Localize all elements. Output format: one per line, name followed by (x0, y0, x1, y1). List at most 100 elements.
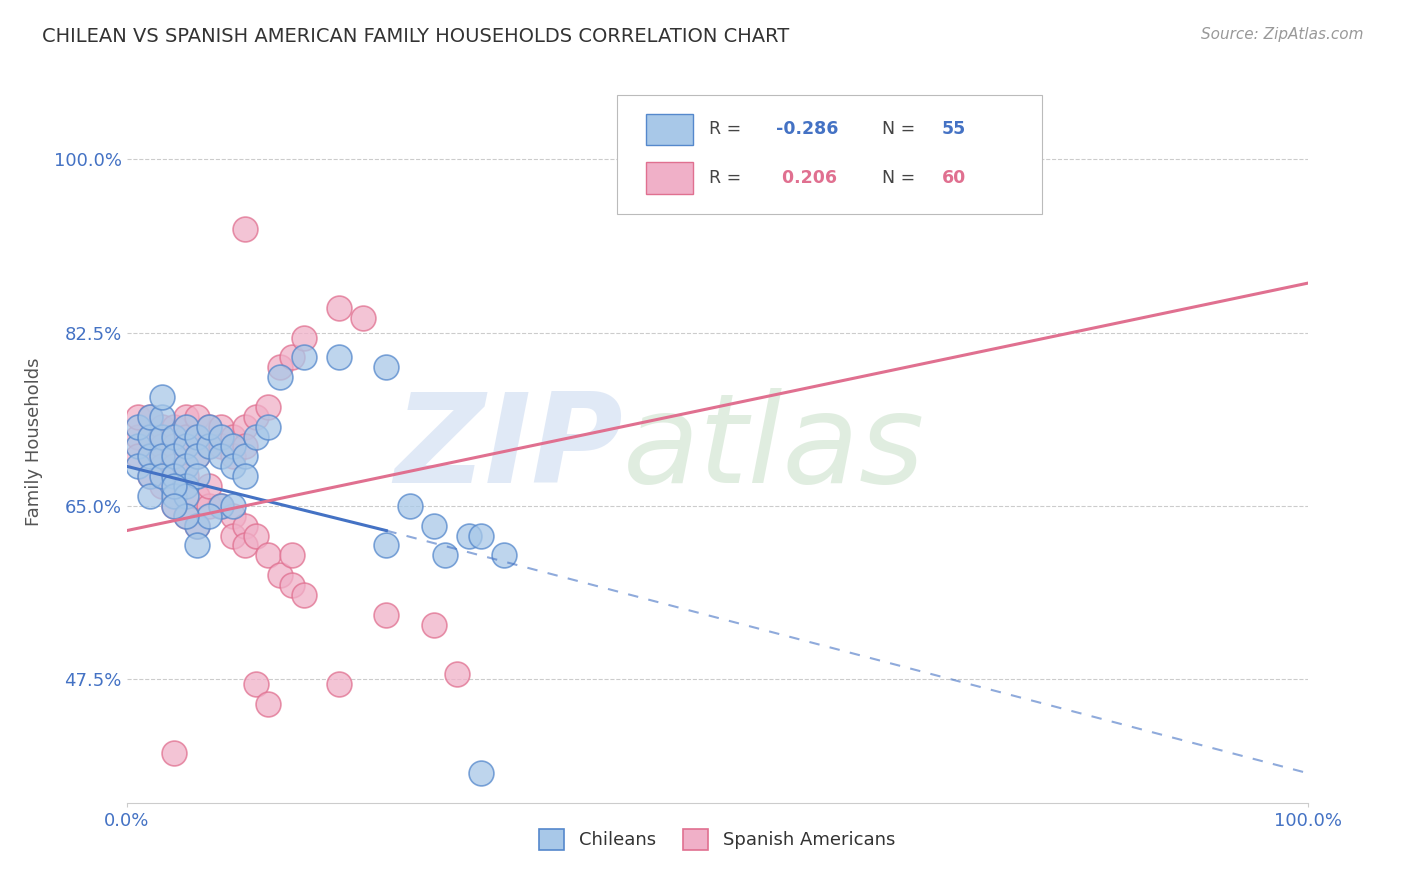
Point (174, 489, 197, 503)
Point (257, 697, 280, 711)
Point (174, 479, 197, 493)
Point (209, 450, 232, 464)
Point (434, 549, 457, 563)
Text: 60: 60 (942, 169, 966, 186)
Point (245, 528, 267, 542)
Point (150, 429, 173, 443)
Point (163, 499, 186, 513)
Point (281, 578, 304, 592)
Text: atlas: atlas (623, 388, 925, 509)
Point (257, 549, 280, 563)
Point (233, 518, 256, 533)
Point (209, 429, 232, 443)
Point (222, 508, 245, 523)
Point (186, 450, 208, 464)
Point (222, 450, 245, 464)
Point (422, 617, 444, 632)
Point (186, 518, 208, 533)
Point (139, 489, 162, 503)
Point (163, 429, 186, 443)
Y-axis label: Family Households: Family Households (24, 358, 42, 525)
Point (150, 440, 173, 454)
Text: 0.206: 0.206 (776, 169, 837, 186)
Point (209, 499, 232, 513)
Point (174, 508, 197, 523)
Point (150, 469, 173, 483)
Point (127, 409, 149, 424)
Point (186, 429, 208, 443)
Point (174, 419, 197, 434)
Point (328, 677, 350, 691)
Point (233, 419, 256, 434)
Point (186, 469, 208, 483)
Point (292, 588, 315, 602)
Point (233, 469, 256, 483)
Point (494, 549, 516, 563)
Point (174, 459, 197, 474)
Point (292, 330, 315, 344)
Point (470, 766, 492, 780)
Point (174, 429, 197, 443)
Point (198, 479, 221, 493)
Point (198, 440, 221, 454)
Point (470, 528, 492, 542)
Text: -0.286: -0.286 (776, 120, 838, 138)
Point (139, 469, 162, 483)
Point (139, 469, 162, 483)
FancyBboxPatch shape (647, 162, 693, 194)
Point (375, 539, 398, 553)
Point (222, 499, 245, 513)
Point (139, 429, 162, 443)
Point (198, 508, 221, 523)
Point (222, 440, 245, 454)
Point (139, 429, 162, 443)
Point (174, 409, 197, 424)
Point (209, 499, 232, 513)
Point (328, 301, 350, 315)
Legend: Chileans, Spanish Americans: Chileans, Spanish Americans (530, 820, 904, 859)
Point (186, 518, 208, 533)
Point (245, 409, 267, 424)
Point (127, 419, 149, 434)
Point (328, 351, 350, 365)
Point (257, 400, 280, 414)
Point (269, 370, 291, 384)
Point (281, 351, 304, 365)
Point (269, 360, 291, 375)
Point (174, 469, 197, 483)
Point (198, 440, 221, 454)
Point (209, 440, 232, 454)
Point (163, 747, 186, 761)
Point (163, 499, 186, 513)
Text: ZIP: ZIP (394, 388, 623, 509)
Point (352, 310, 374, 325)
Point (292, 351, 315, 365)
Point (163, 479, 186, 493)
Point (139, 409, 162, 424)
FancyBboxPatch shape (617, 95, 1042, 214)
Text: N =: N = (883, 120, 921, 138)
Point (186, 489, 208, 503)
Point (198, 419, 221, 434)
Point (139, 409, 162, 424)
Point (150, 479, 173, 493)
Point (269, 568, 291, 582)
Point (257, 419, 280, 434)
Point (375, 360, 398, 375)
Text: R =: R = (709, 169, 747, 186)
Point (150, 390, 173, 404)
Point (150, 450, 173, 464)
Point (233, 539, 256, 553)
Point (222, 459, 245, 474)
Point (422, 518, 444, 533)
Point (163, 469, 186, 483)
Text: CHILEAN VS SPANISH AMERICAN FAMILY HOUSEHOLDS CORRELATION CHART: CHILEAN VS SPANISH AMERICAN FAMILY HOUSE… (42, 27, 789, 45)
Point (127, 450, 149, 464)
Point (163, 440, 186, 454)
Point (458, 528, 481, 542)
Point (198, 419, 221, 434)
Point (127, 459, 149, 474)
Point (399, 499, 422, 513)
Point (245, 677, 267, 691)
Point (150, 459, 173, 474)
